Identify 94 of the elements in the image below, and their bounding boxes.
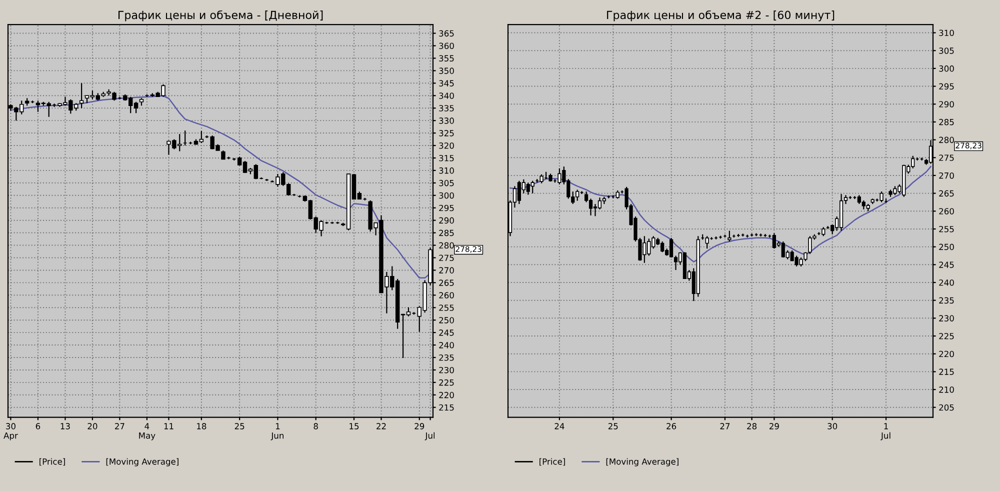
x-tick-label: 15: [350, 423, 359, 430]
candlestick: [79, 82, 84, 109]
y-tick-label: 285: [439, 230, 454, 236]
y-tick-label: 290: [439, 217, 454, 224]
y-tick-label: 215: [939, 368, 954, 375]
chart-title: График цены и объема - [Дневной]: [118, 10, 323, 22]
candlestick: [558, 168, 562, 185]
y-tick-label: 240: [439, 342, 454, 348]
y-tick-label: 345: [439, 80, 454, 86]
y-tick-label: 220: [439, 392, 454, 398]
y-tick-label: 255: [439, 304, 454, 311]
candlestick: [674, 255, 678, 271]
y-tick-label: 315: [439, 154, 454, 162]
y-tick-label: 320: [439, 142, 454, 149]
x-tick-label: 18: [197, 423, 206, 430]
y-tick-label: 295: [439, 204, 454, 212]
y-tick-label: 235: [439, 354, 454, 361]
y-tick-label: 300: [439, 192, 454, 199]
x-tick-label: 13: [60, 423, 70, 430]
x-tick-label: 30: [828, 423, 838, 430]
y-tick-label: 270: [939, 172, 954, 179]
x-tick-label: 6: [36, 423, 40, 430]
y-tick-label: 265: [939, 190, 954, 197]
y-tick-label: 310: [939, 30, 954, 36]
x-tick-label: 1 Jul: [880, 423, 890, 440]
y-tick-label: 310: [439, 167, 454, 174]
y-tick-label: 205: [939, 404, 954, 411]
y-tick-label: 270: [439, 267, 454, 274]
y-tick-label: 290: [939, 101, 954, 108]
y-tick-label: 220: [939, 350, 954, 358]
y-tick-label: 355: [439, 55, 454, 62]
x-tick-label: 26: [666, 423, 676, 430]
y-tick-label: 260: [939, 208, 954, 214]
y-tick-label: 305: [939, 48, 954, 54]
x-tick-label: 25: [608, 423, 618, 430]
x-tick-label: 25: [234, 423, 244, 430]
x-tick-label: 29: [414, 423, 424, 430]
x-tick-label: 22: [376, 423, 386, 430]
x-tick-label: 1 Jun: [270, 423, 284, 440]
y-tick-label: 245: [939, 262, 954, 268]
y-tick-label: 230: [939, 315, 954, 322]
y-tick-label: 280: [439, 242, 454, 249]
y-tick-label: 360: [439, 42, 454, 50]
y-tick-label: 275: [439, 254, 454, 262]
x-tick-label: 27: [115, 423, 124, 430]
y-tick-label: 240: [939, 279, 954, 286]
y-tick-label: 305: [439, 180, 454, 186]
y-tick-label: 325: [439, 130, 454, 136]
y-tick-label: 295: [939, 83, 954, 90]
x-tick-label: Jul: [424, 432, 435, 440]
y-tick-label: 235: [939, 297, 954, 304]
y-tick-label: 210: [939, 386, 954, 393]
y-tick-label: 260: [439, 292, 454, 298]
candlestick: [598, 197, 602, 210]
legend-label: [Price]: [540, 458, 565, 466]
y-tick-label: 225: [939, 332, 954, 340]
y-tick-label: 225: [439, 379, 454, 386]
candlestick: [705, 236, 709, 250]
y-tick-label: 250: [439, 317, 454, 324]
x-tick-label: 29: [769, 423, 779, 430]
y-tick-label: 215: [439, 404, 454, 411]
y-tick-label: 335: [439, 105, 454, 112]
y-tick-label: 365: [439, 30, 454, 37]
x-tick-label: 4 May: [139, 423, 156, 440]
candlestick: [728, 230, 732, 242]
y-tick-label: 285: [939, 118, 954, 126]
y-tick-label: 250: [939, 244, 954, 250]
x-tick-label: 30 Apr: [4, 423, 18, 440]
x-tick-label: 27: [720, 423, 730, 430]
y-tick-label: 230: [439, 366, 454, 374]
x-tick-label: 28: [747, 423, 757, 430]
y-tick-label: 300: [939, 65, 954, 72]
legend-label: [Moving Average]: [106, 458, 178, 466]
y-tick-label: 255: [939, 226, 954, 232]
candlestick: [530, 180, 534, 194]
line-series: [510, 166, 932, 262]
x-tick-label: 20: [88, 423, 98, 430]
legend-label: [Price]: [40, 458, 65, 466]
legend-label: [Moving Average]: [606, 458, 678, 466]
y-tick-label: 280: [939, 136, 954, 144]
x-tick-label: 8: [314, 423, 318, 430]
y-tick-label: 340: [439, 92, 454, 99]
candlestick: [669, 237, 674, 258]
y-tick-label: 265: [439, 280, 454, 286]
chart-title: График цены и объема #2 - [60 минут]: [607, 10, 834, 22]
candlestick: [593, 203, 598, 217]
candlestick: [588, 198, 593, 216]
candlestick: [880, 190, 884, 203]
y-tick-label: 330: [439, 118, 454, 124]
x-tick-label: 11: [164, 423, 174, 430]
y-tick-label: 275: [939, 154, 954, 161]
y-tick-label: 245: [439, 330, 454, 336]
y-tick-label: 350: [439, 68, 454, 74]
x-tick-label: 24: [554, 423, 564, 430]
